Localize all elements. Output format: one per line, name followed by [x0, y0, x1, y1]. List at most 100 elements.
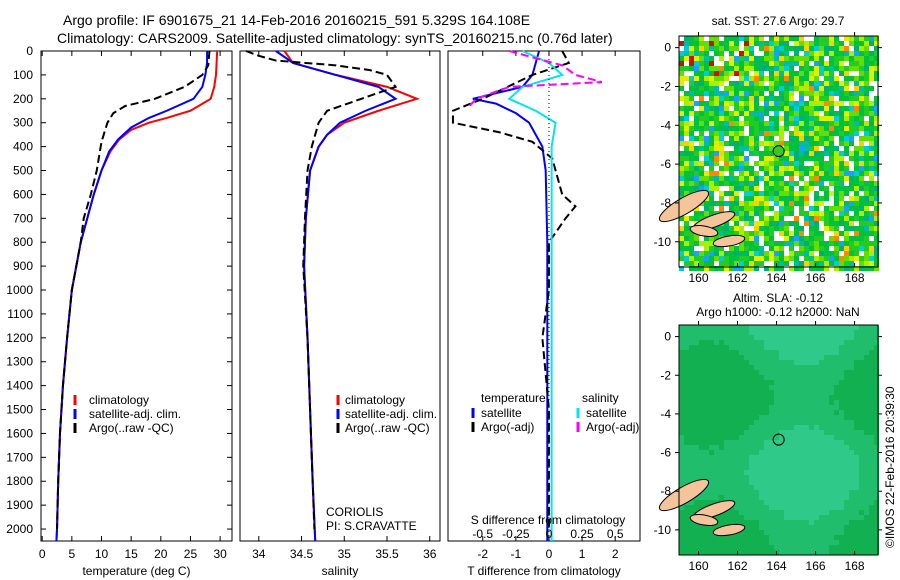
map-cell: [764, 395, 769, 400]
map-cell: [814, 116, 819, 121]
map-cell: [844, 545, 849, 550]
map-cell: [694, 151, 699, 156]
map-cell: [739, 530, 744, 535]
map-cell: [724, 455, 729, 460]
map-cell: [809, 535, 814, 540]
map-cell: [774, 191, 779, 196]
map-cell: [684, 360, 689, 365]
map-cell: [689, 530, 694, 535]
map-cell: [769, 36, 774, 41]
map-cell: [779, 370, 784, 375]
map-cell: [714, 246, 719, 251]
map-cell: [754, 126, 759, 131]
map-cell: [869, 101, 874, 106]
map-cell: [749, 520, 754, 525]
map-cell: [824, 400, 829, 405]
map-cell: [834, 56, 839, 61]
map-cell: [779, 470, 784, 475]
map-cell: [749, 211, 754, 216]
map-cell: [709, 405, 714, 410]
map-cell: [849, 385, 854, 390]
map-cell: [814, 475, 819, 480]
map-cell: [839, 136, 844, 141]
map-cell: [789, 420, 794, 425]
map-cell: [809, 355, 814, 360]
map-cell: [819, 330, 824, 335]
map-cell: [709, 495, 714, 500]
map-cell: [814, 171, 819, 176]
map-cell: [684, 510, 689, 515]
plot-frame: [447, 50, 641, 542]
map-cell: [724, 385, 729, 390]
map-cell: [709, 535, 714, 540]
map-cell: [739, 390, 744, 395]
map-cell: [769, 490, 774, 495]
map-cell: [739, 166, 744, 171]
map-cell: [704, 420, 709, 425]
map-cell: [739, 520, 744, 525]
map-cell: [739, 36, 744, 41]
map-cell: [869, 385, 874, 390]
map-cell: [844, 231, 849, 236]
map-cell: [869, 505, 874, 510]
map-cell: [804, 241, 809, 246]
map-cell: [729, 535, 734, 540]
map-cell: [679, 51, 684, 56]
map-cell: [789, 156, 794, 161]
map-cell: [754, 415, 759, 420]
map-cell: [869, 420, 874, 425]
map-cell: [849, 375, 854, 380]
map-cell: [819, 390, 824, 395]
x-tick-label: 164: [767, 271, 787, 285]
map-cell: [759, 500, 764, 505]
map-cell: [679, 385, 684, 390]
map-cell: [804, 256, 809, 261]
y-tick-label: 1500: [6, 403, 33, 417]
map-cell: [794, 405, 799, 410]
map-cell: [814, 96, 819, 101]
map-cell: [709, 151, 714, 156]
map-cell: [774, 330, 779, 335]
map-cell: [864, 211, 869, 216]
map-cell: [704, 525, 709, 530]
map-cell: [789, 161, 794, 166]
map-cell: [754, 515, 759, 520]
map-cell: [849, 470, 854, 475]
map-cell: [824, 380, 829, 385]
map-cell: [794, 435, 799, 440]
map-cell: [844, 330, 849, 335]
map-cell: [824, 480, 829, 485]
map-cell: [774, 360, 779, 365]
map-cell: [764, 186, 769, 191]
map-cell: [829, 36, 834, 41]
map-cell: [754, 61, 759, 66]
map-cell: [799, 226, 804, 231]
map-cell: [809, 440, 814, 445]
map-cell: [724, 141, 729, 146]
map-cell: [719, 380, 724, 385]
map-cell: [779, 171, 784, 176]
map-cell: [739, 395, 744, 400]
map-cell: [754, 490, 759, 495]
map-cell: [769, 86, 774, 91]
map-cell: [759, 350, 764, 355]
map-cell: [809, 256, 814, 261]
map-cell: [864, 460, 869, 465]
map-cell: [839, 261, 844, 266]
map-cell: [819, 430, 824, 435]
map-cell: [714, 380, 719, 385]
map-cell: [764, 206, 769, 211]
map-cell: [849, 241, 854, 246]
map-cell: [829, 480, 834, 485]
map-cell: [749, 176, 754, 181]
map-cell: [759, 86, 764, 91]
map-cell: [749, 41, 754, 46]
map-cell: [784, 370, 789, 375]
y-tick-label: 1800: [6, 474, 33, 488]
map-cell: [789, 480, 794, 485]
map-cell: [704, 450, 709, 455]
map-cell: [874, 236, 879, 241]
map-cell: [789, 540, 794, 545]
map-cell: [794, 385, 799, 390]
map-cell: [869, 71, 874, 76]
